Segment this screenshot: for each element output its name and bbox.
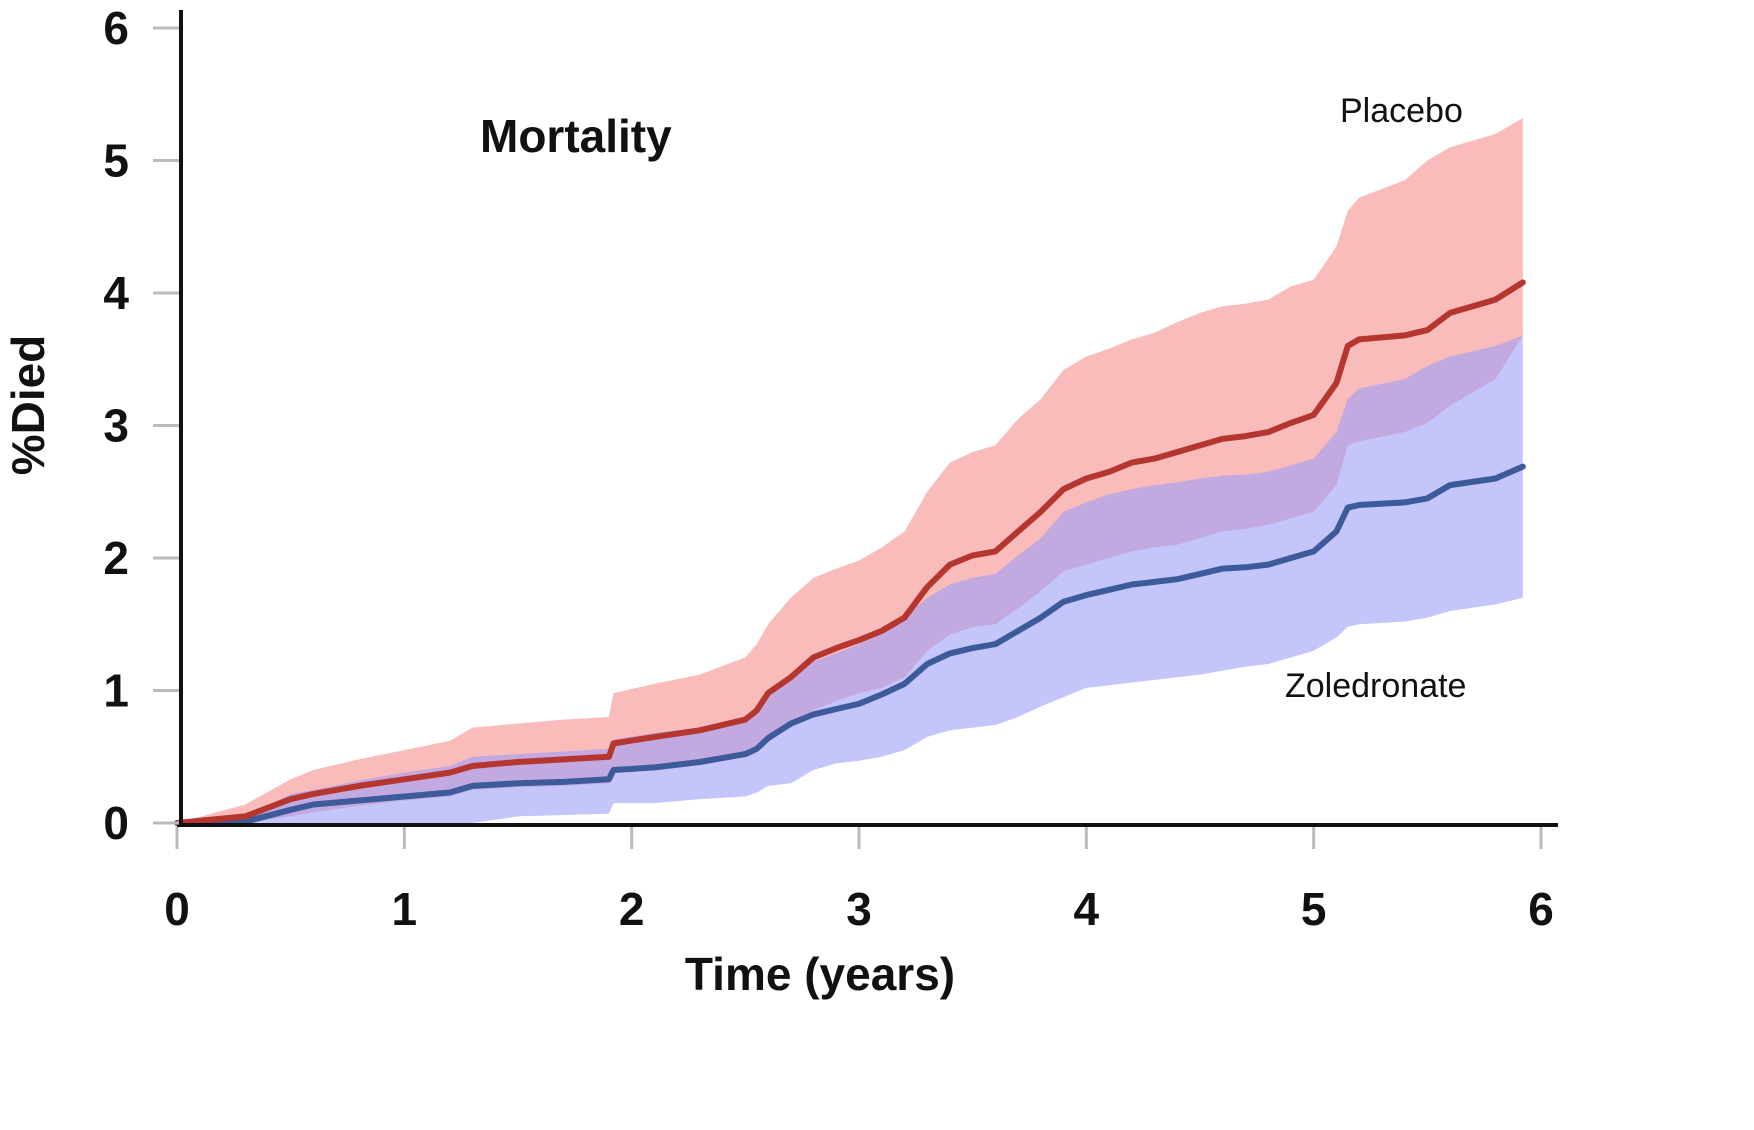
y-tick-label: 6 [103, 2, 129, 54]
series-label-placebo: Placebo [1340, 92, 1463, 130]
series-line-zoledronate [174, 463, 1526, 826]
x-tick-label: 3 [846, 883, 872, 935]
y-tick-label: 1 [103, 665, 129, 717]
x-tick-label: 4 [1074, 883, 1100, 935]
series-lines [174, 279, 1526, 826]
x-tick-label: 5 [1301, 883, 1327, 935]
axes: 0 1 2 3 4 5 6 0 1 2 3 4 5 6 [103, 2, 1558, 935]
x-tick-label: 2 [619, 883, 645, 935]
y-tick-label: 4 [103, 267, 129, 319]
y-axis-title: %Died [2, 335, 54, 476]
x-tick-label: 1 [392, 883, 418, 935]
mortality-chart: 0 1 2 3 4 5 6 0 1 2 3 4 5 6 Mortality Time (years) %D… [2, 2, 1558, 1000]
y-tick-label: 0 [103, 797, 129, 849]
y-tick-label: 5 [103, 135, 129, 187]
x-axis-title: Time (years) [685, 948, 955, 1000]
confidence-bands [177, 118, 1523, 824]
x-tick-label: 6 [1528, 883, 1554, 935]
series-label-zoledronate: Zoledronate [1285, 667, 1466, 705]
y-tick-label: 2 [103, 532, 129, 584]
confidence-band-zoledronate [177, 335, 1523, 823]
chart-title: Mortality [480, 110, 672, 162]
series-line-placebo [174, 279, 1526, 826]
x-tick-label: 0 [164, 883, 190, 935]
y-tick-label: 3 [103, 400, 129, 452]
